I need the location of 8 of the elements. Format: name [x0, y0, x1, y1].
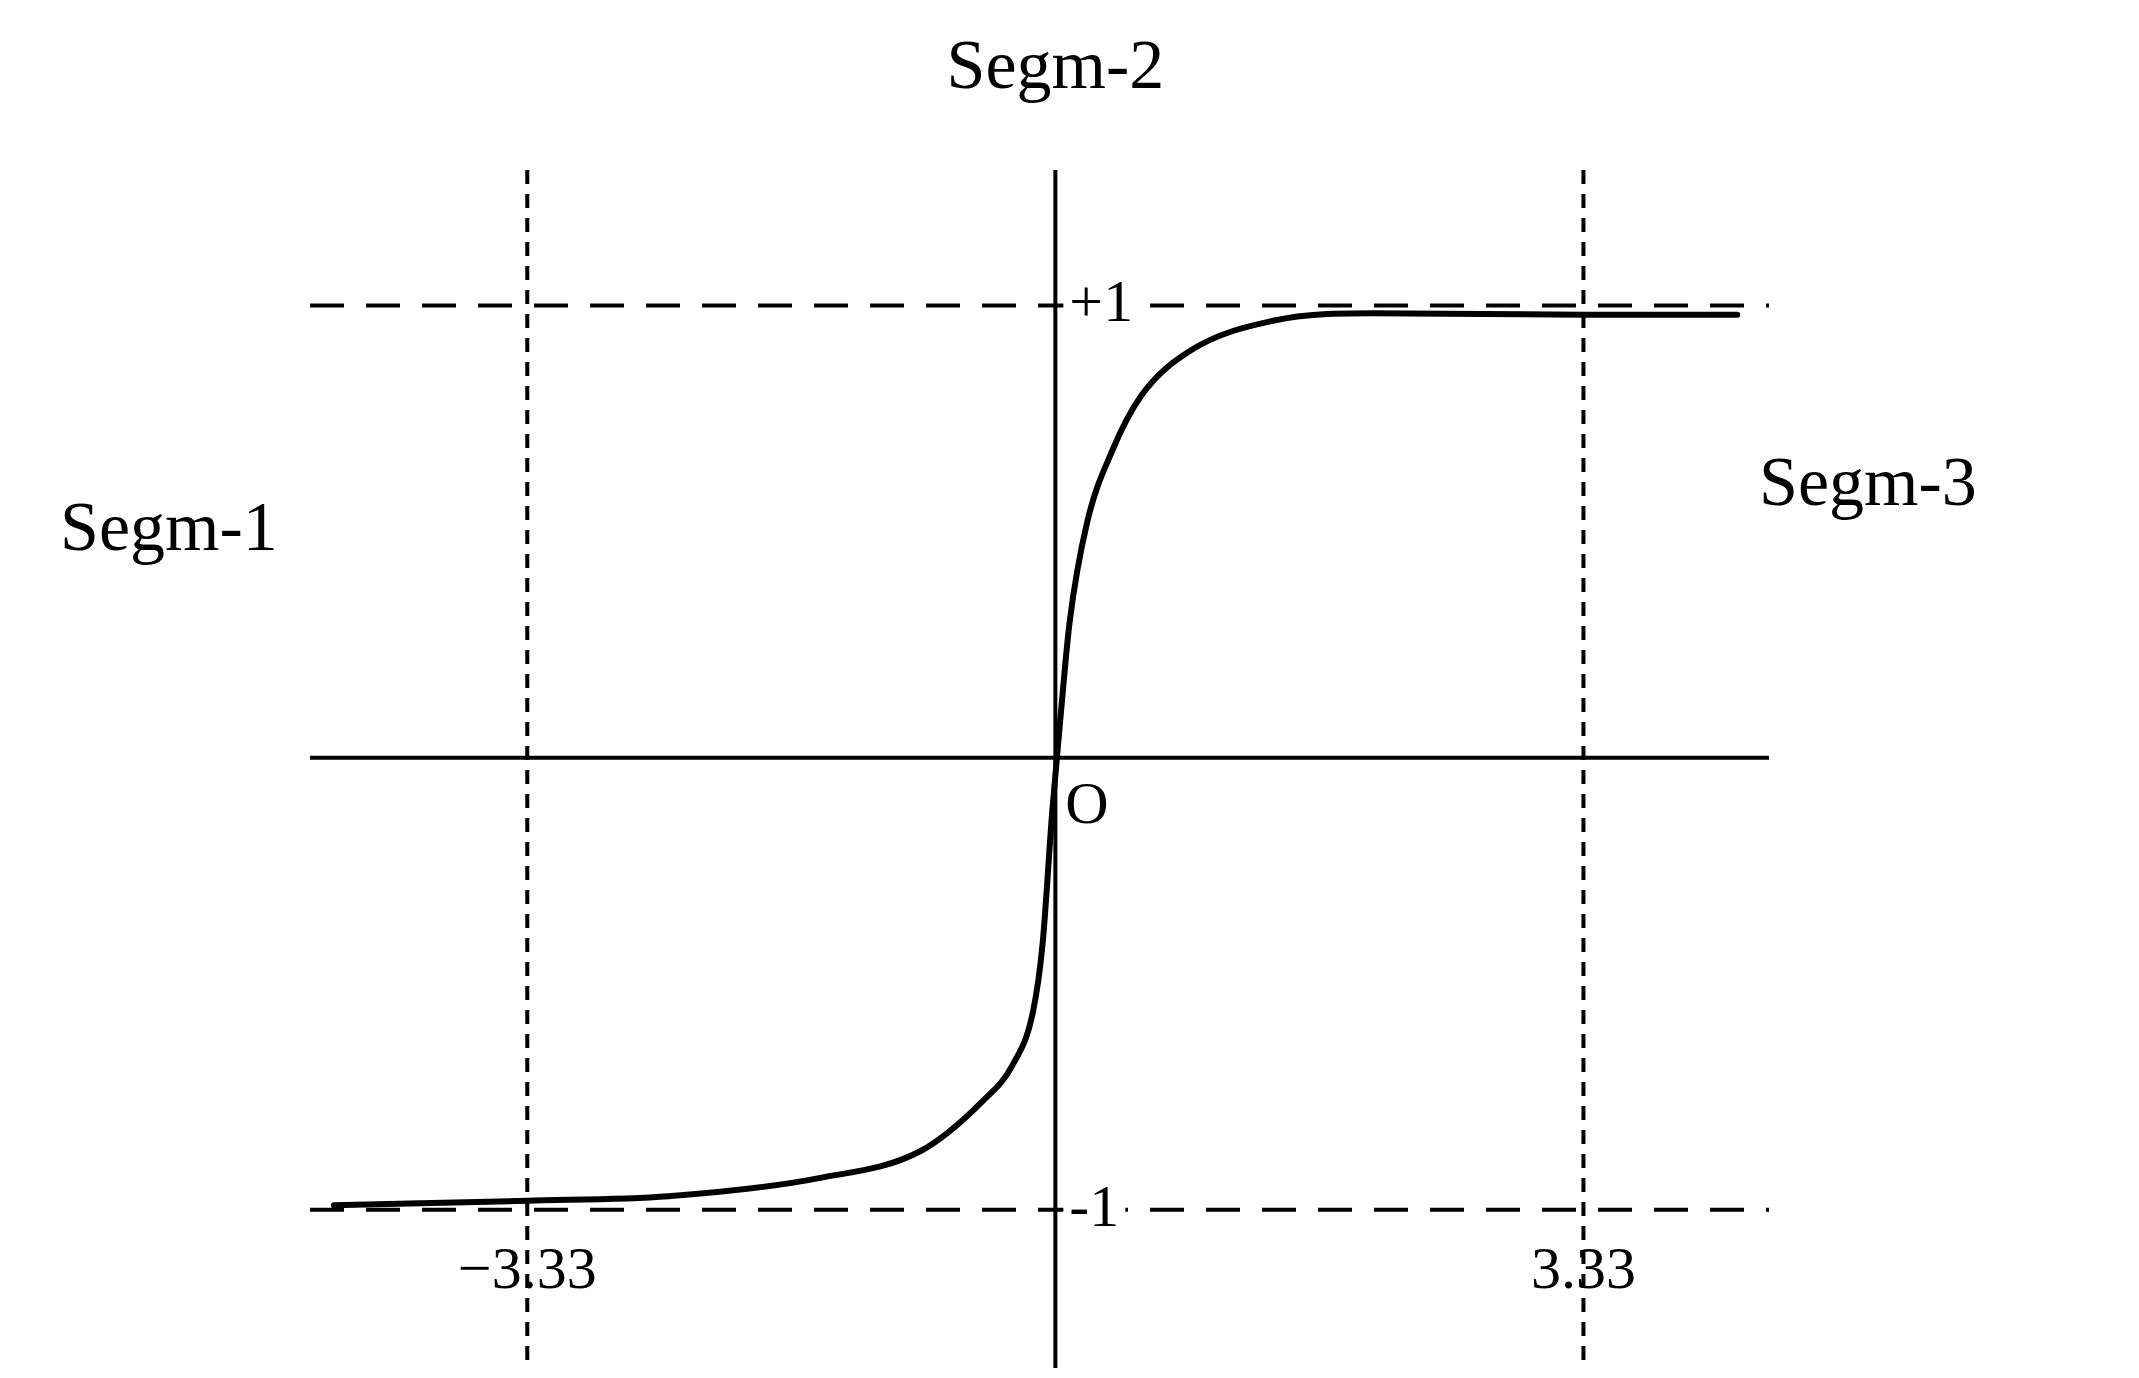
y-tick-label: -1 [1069, 1172, 1120, 1239]
text: Segm-1 [60, 488, 278, 566]
text: Segm-2 [946, 26, 1165, 104]
y-tick-label: +1 [1069, 268, 1134, 335]
annotation: O [1065, 770, 1109, 837]
x-tick-label: 3.33 [1530, 1234, 1636, 1301]
annotation: Segm-3 [1759, 442, 1977, 520]
x-tick-label: −3.33 [457, 1234, 597, 1301]
